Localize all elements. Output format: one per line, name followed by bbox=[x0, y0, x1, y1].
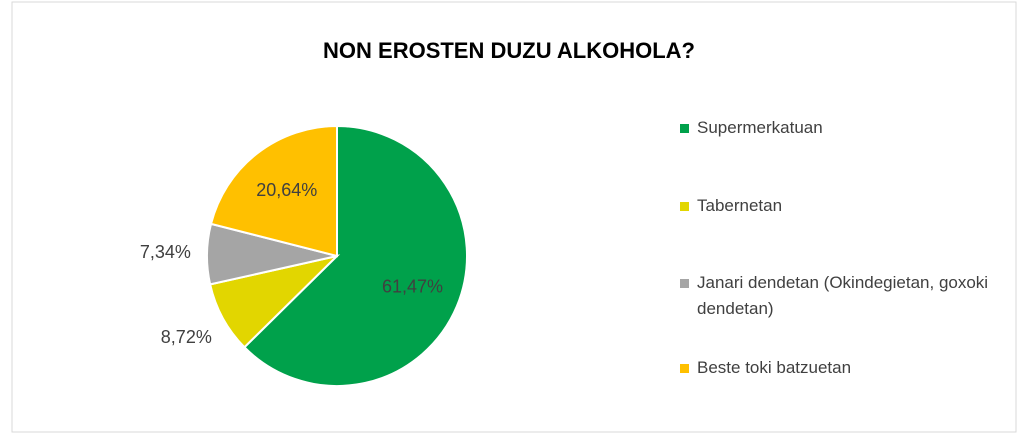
legend-label: Supermerkatuan bbox=[697, 118, 823, 137]
pie-slice bbox=[209, 124, 338, 258]
legend-label: Tabernetan bbox=[697, 196, 783, 215]
legend-swatch bbox=[680, 279, 689, 288]
data-label: 8,72% bbox=[161, 327, 212, 347]
legend-swatch bbox=[680, 124, 689, 133]
data-label: 61,47% bbox=[382, 276, 443, 296]
legend-swatch bbox=[680, 202, 689, 211]
pie-slice bbox=[242, 124, 468, 387]
legend-label: Janari dendetan (Okindegietan, goxoki de… bbox=[697, 273, 989, 318]
legend-swatch bbox=[680, 364, 689, 373]
legend-item: Janari dendetan (Okindegietan, goxoki de… bbox=[680, 270, 1010, 322]
chart-title: NON EROSTEN DUZU ALKOHOLA? bbox=[323, 38, 695, 63]
legend-label: Beste toki batzuetan bbox=[697, 358, 852, 377]
data-label: 20,64% bbox=[256, 180, 317, 200]
data-label: 7,34% bbox=[140, 242, 191, 262]
legend-item: Supermerkatuan bbox=[680, 115, 823, 141]
legend-item: Beste toki batzuetan bbox=[680, 355, 851, 381]
legend-item: Tabernetan bbox=[680, 193, 782, 219]
chart-frame bbox=[11, 1, 1017, 433]
